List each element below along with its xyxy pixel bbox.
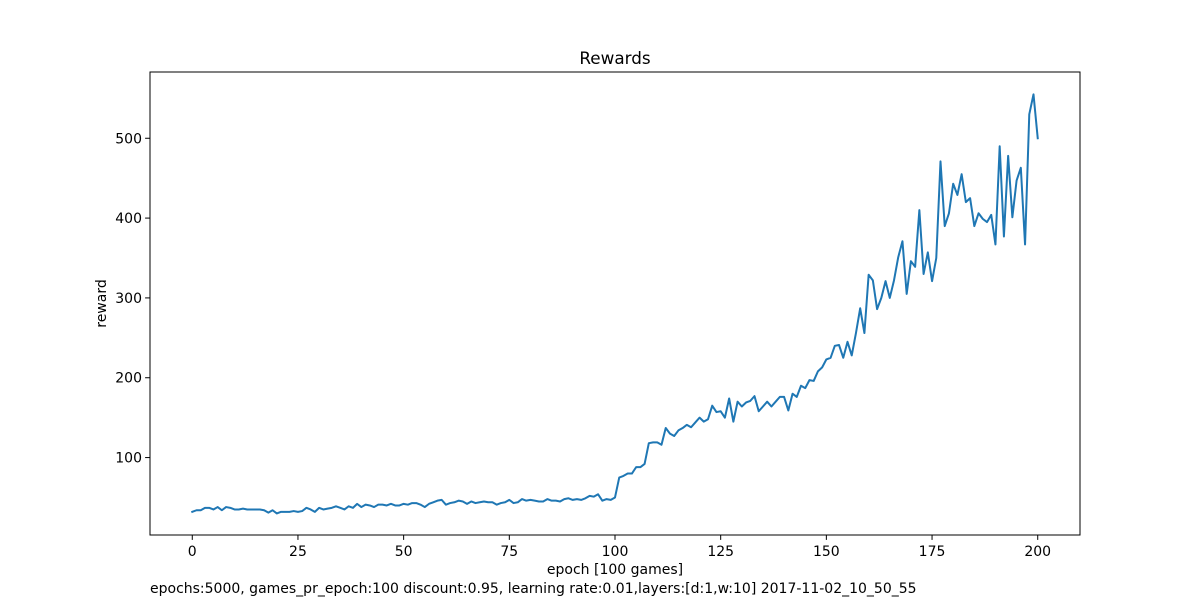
- y-tick-label: 200: [115, 371, 142, 387]
- y-axis-label: reward: [94, 279, 110, 328]
- axes-frame: [149, 71, 1081, 536]
- y-tick-label: 300: [115, 291, 142, 307]
- x-tick-label: 100: [602, 544, 629, 560]
- axis-ticks: 0 25 50 75 100 125 150 175 200 100 200 300 400 500: [115, 131, 1051, 560]
- x-tick-label: 125: [707, 544, 734, 560]
- reward-series-line: [190, 93, 1039, 515]
- data-series: [190, 93, 1039, 515]
- x-tick-label: 175: [919, 544, 946, 560]
- x-tick-label: 200: [1024, 544, 1051, 560]
- x-tick-label: 75: [500, 544, 518, 560]
- y-tick-label: 500: [115, 131, 142, 147]
- y-tick-label: 100: [115, 451, 142, 467]
- run-parameters-caption: epochs:5000, games_pr_epoch:100 discount…: [150, 581, 917, 597]
- x-tick-label: 150: [813, 544, 840, 560]
- x-tick-label: 50: [395, 544, 413, 560]
- x-tick-label: 0: [188, 544, 197, 560]
- x-axis-label: epoch [100 games]: [547, 562, 683, 578]
- chart-title: Rewards: [579, 48, 650, 68]
- x-tick-label: 25: [289, 544, 307, 560]
- y-tick-label: 400: [115, 211, 142, 227]
